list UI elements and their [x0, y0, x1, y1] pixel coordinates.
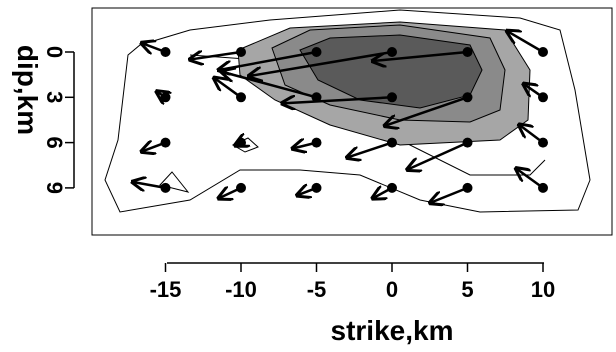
grid-node-4 [462, 47, 473, 57]
grid-node-2 [311, 47, 322, 57]
slip-vector-5 [507, 31, 544, 54]
y-tick-label: 6 [42, 136, 67, 148]
grid-node-18 [160, 182, 171, 193]
grid-node-16 [462, 137, 473, 148]
y-ticks: 0 3 6 9 [42, 46, 74, 194]
grid-node-22 [462, 182, 473, 193]
grid-node-15 [387, 137, 397, 148]
slip-vector-23 [516, 168, 544, 189]
slip-vector-10 [384, 96, 468, 126]
y-axis: 0 3 6 9 [42, 46, 75, 194]
slip-vector-16 [407, 141, 469, 170]
slip-vector-1 [190, 52, 242, 60]
contour-small-loop-bottom [159, 171, 190, 193]
x-tick-label: -10 [225, 277, 257, 302]
slip-vector-3 [249, 50, 393, 76]
grid-node-8 [311, 92, 322, 103]
grid-node-13 [236, 137, 246, 148]
y-axis-title: dip,km [12, 45, 43, 135]
x-tick-label: -15 [150, 277, 182, 302]
x-axis-title: strike,km [331, 315, 454, 346]
grid-node-11 [538, 92, 548, 103]
slip-vector-17 [519, 124, 544, 144]
x-axis: -15 -10 -5 0 5 10 [150, 262, 555, 302]
grid-node-3 [387, 47, 397, 57]
grid-node-6 [160, 92, 171, 103]
grid-node-14 [311, 137, 322, 148]
x-tick-label: 5 [461, 277, 473, 302]
y-tick-label: 9 [42, 182, 67, 194]
grid-node-5 [538, 47, 548, 57]
grid-node-0 [160, 47, 171, 57]
slip-vector-22 [430, 186, 468, 203]
grid-node-12 [160, 137, 171, 148]
grid-node-21 [387, 182, 397, 193]
x-ticks: -15 -10 -5 0 5 10 [150, 263, 555, 302]
grid-node-23 [538, 182, 548, 193]
slip-vector-9 [282, 97, 393, 103]
contour-outer [104, 9, 591, 213]
x-tick-label: 10 [531, 277, 555, 302]
y-tick-label: 3 [42, 91, 67, 103]
grid-node-20 [311, 182, 322, 193]
x-tick-label: -5 [307, 277, 327, 302]
grid-node-7 [236, 92, 246, 103]
grid-node-10 [462, 92, 473, 103]
contour-layer [104, 9, 591, 213]
x-tick-label: 0 [386, 277, 398, 302]
grid-node-17 [538, 137, 548, 148]
slip-vector-4 [372, 50, 468, 61]
y-tick-label: 0 [42, 46, 67, 58]
vector-field [132, 31, 548, 203]
slip-vector-18 [132, 182, 166, 188]
grid-node-19 [236, 182, 246, 193]
contour-level-3 [299, 34, 483, 109]
slip-vector-15 [347, 141, 393, 158]
slip-vector-8 [221, 72, 317, 99]
grid-node-1 [236, 47, 246, 57]
grid-node-9 [387, 92, 397, 103]
